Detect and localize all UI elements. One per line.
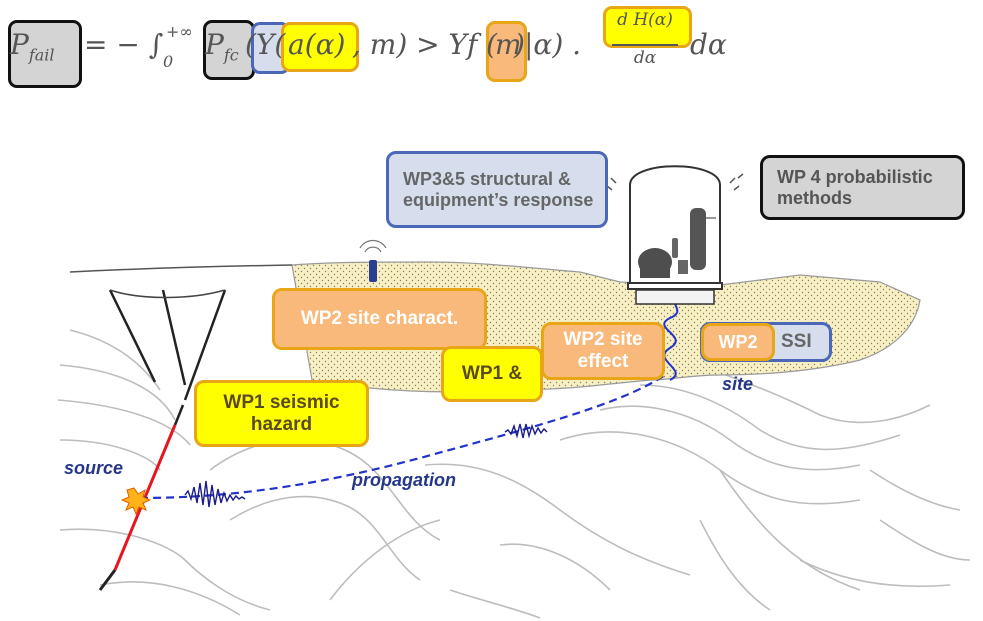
formula-m-open: ( (486, 28, 497, 61)
label-wp1-seismic-hazard: WP1 seismic hazard (194, 380, 369, 447)
formula-pfail: Pfail (10, 28, 55, 65)
formula-frac-numerator: d H(α) (617, 10, 673, 30)
ground-surface (69, 264, 293, 273)
formula-m-close: ) (514, 28, 525, 61)
label-wp2-site-effect: WP2 site effect (541, 322, 665, 380)
fault-black-lower (98, 569, 117, 591)
formula-box-a-alpha (281, 22, 359, 72)
sensor-icon (359, 239, 387, 282)
formula-given: |α) . (524, 28, 582, 61)
annotation-site: site (722, 374, 754, 394)
formula-box-m (486, 21, 527, 82)
strata-lines (57, 329, 971, 619)
formula-tail: dα (690, 28, 727, 61)
label-wp2-site-charact: WP2 site charact. (272, 288, 487, 350)
annotation-propagation: propagation (352, 470, 456, 490)
annotation-source: source (64, 458, 124, 478)
formula-pfc: Pfc (205, 28, 239, 65)
formula-y-open: (Y( (245, 28, 286, 61)
formula-box-dh (603, 6, 692, 48)
formula-frac-denominator: dα (633, 48, 657, 68)
label-wp35-structural: WP3&5 structural & equipment’s response (386, 151, 608, 228)
propagation-path (139, 374, 666, 500)
formula-upper-limit: +∞ (166, 22, 193, 41)
fault-black (173, 404, 185, 426)
formula-frac-bar (612, 44, 678, 46)
seismogram-site (663, 299, 679, 381)
label-wp2: WP2 (701, 323, 775, 361)
formula-box-pfail (8, 20, 82, 88)
formula-box-pfc (203, 20, 255, 80)
explosion-icon (120, 487, 152, 516)
reactor-building-icon (606, 165, 744, 305)
seismogram-source (184, 480, 246, 508)
formula-lower-limit: 0 (163, 52, 174, 71)
seismogram-mid (504, 423, 548, 439)
label-wp1-and: WP1 & (441, 346, 543, 402)
formula-middle: , m) > Yf (352, 28, 478, 61)
formula-a-alpha: a(α) (288, 28, 346, 61)
formula-m: m (495, 28, 522, 61)
formula-equals-integral: = − ∫ (84, 28, 164, 61)
fault-lines (108, 289, 227, 401)
label-wp4-probabilistic: WP 4 probabilistic methods (760, 155, 965, 220)
